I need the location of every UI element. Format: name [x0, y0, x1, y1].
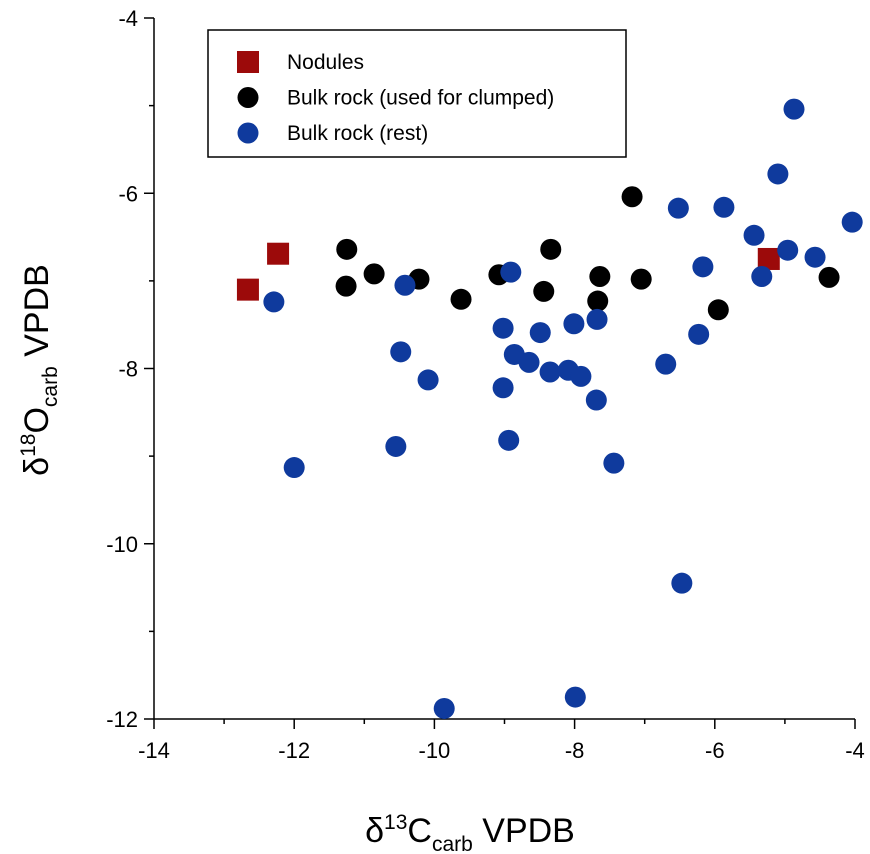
point — [283, 457, 305, 479]
point — [492, 317, 514, 339]
legend-label: Nodules — [287, 51, 364, 74]
x-tick-label: -14 — [138, 738, 170, 763]
y-label-sup: 18 — [17, 434, 40, 457]
y-tick-label: -4 — [118, 6, 138, 31]
point — [767, 163, 789, 185]
point — [385, 435, 407, 457]
point — [630, 268, 652, 290]
y-axis-label: δ18Ocarb VPDB — [17, 264, 62, 476]
point — [757, 247, 780, 270]
point — [335, 275, 357, 297]
x-label-sub: carb — [432, 833, 473, 854]
point — [671, 572, 693, 594]
x-tick-label: -10 — [419, 738, 451, 763]
y-tick-label: -6 — [118, 181, 138, 206]
y-label-part: δ — [18, 457, 56, 476]
point — [500, 261, 522, 283]
point — [267, 242, 290, 265]
point — [713, 196, 735, 218]
y-label-part: O — [18, 407, 56, 433]
point — [390, 341, 412, 363]
y-label-sub: carb — [39, 366, 62, 407]
point — [564, 686, 586, 708]
point — [563, 313, 585, 335]
y-label-part: VPDB — [18, 264, 56, 366]
point — [589, 265, 611, 287]
point — [263, 291, 285, 313]
x-tick-label: -8 — [565, 738, 585, 763]
point — [450, 288, 472, 310]
point — [841, 211, 863, 233]
point — [336, 238, 358, 260]
point — [751, 265, 773, 287]
point — [804, 246, 826, 268]
legend-label: Bulk rock (used for clumped) — [287, 87, 554, 110]
y-tick-label: -12 — [106, 707, 138, 732]
legend-marker — [237, 122, 259, 144]
legend-marker — [237, 51, 259, 73]
point — [818, 266, 840, 288]
x-label-sup: 13 — [384, 811, 407, 834]
point — [492, 377, 514, 399]
point — [777, 239, 799, 261]
x-label-part: δ — [365, 812, 384, 850]
point — [667, 197, 689, 219]
x-label-part: VPDB — [473, 812, 575, 850]
x-label-part: C — [407, 812, 432, 850]
point — [529, 322, 551, 344]
x-tick-label: -6 — [705, 738, 725, 763]
point — [743, 224, 765, 246]
point — [539, 361, 561, 383]
point — [498, 429, 520, 451]
point — [585, 389, 607, 411]
point — [570, 365, 592, 387]
y-tick-label: -8 — [118, 357, 138, 382]
legend-marker — [237, 87, 259, 108]
point — [540, 238, 562, 260]
legend-box — [207, 29, 627, 158]
x-tick-label: -12 — [278, 738, 310, 763]
point — [603, 452, 625, 474]
point — [655, 353, 677, 375]
point — [692, 256, 714, 278]
x-tick-label: -4 — [845, 738, 865, 763]
point — [518, 351, 540, 373]
point — [417, 369, 439, 391]
point — [783, 98, 805, 120]
point — [533, 280, 555, 302]
point — [433, 697, 455, 719]
point — [236, 278, 259, 301]
y-tick-label: -10 — [106, 532, 138, 557]
point — [363, 263, 385, 285]
point — [394, 274, 416, 296]
legend-label: Bulk rock (rest) — [287, 122, 428, 145]
point — [586, 308, 608, 330]
x-axis-label: δ13Ccarb VPDB — [365, 811, 575, 854]
point — [587, 290, 609, 312]
point — [707, 299, 729, 321]
point — [621, 186, 643, 208]
point — [688, 323, 710, 345]
